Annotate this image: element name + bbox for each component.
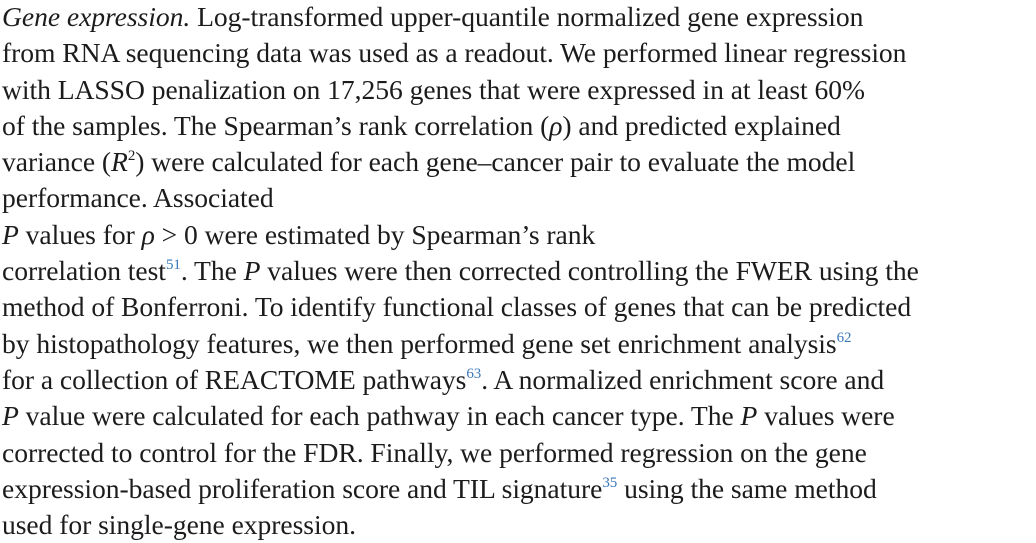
- reference-link-63[interactable]: 63: [466, 365, 482, 382]
- text-run: values were: [757, 400, 895, 432]
- reference-link-51[interactable]: 51: [165, 257, 181, 274]
- text-line: with LASSO penalization on 17,256 genes …: [2, 73, 865, 105]
- rho-symbol: ρ: [549, 109, 563, 141]
- text-line: correlation test51. The P values were th…: [2, 253, 1036, 289]
- text-run: using the same method: [617, 472, 877, 504]
- text-line: of the samples. The Spearman’s rank corr…: [2, 108, 1036, 144]
- p-symbol: P: [2, 218, 19, 250]
- text-line: P values for ρ > 0 were estimated by Spe…: [2, 217, 1036, 253]
- document-page: Gene expression. Log-transformed upper-q…: [2, 1, 919, 540]
- text-run: values were then corrected controlling t…: [260, 255, 919, 287]
- superscript-two: 2: [127, 148, 136, 165]
- text-line: expression-based proliferation score and…: [2, 471, 1036, 507]
- text-run: > 0 were estimated by Spearman’s rank: [154, 218, 596, 250]
- text-line: corrected to control for the FDR. Finall…: [2, 436, 867, 468]
- text-run: of the samples. The Spearman’s rank corr…: [2, 109, 550, 141]
- text-line: variance (R2) were calculated for each g…: [2, 144, 1036, 180]
- text-run: values for: [18, 218, 142, 250]
- text-line: performance. Associated: [2, 182, 274, 214]
- text-line: from RNA sequencing data was used as a r…: [2, 37, 907, 69]
- p-symbol: P: [2, 400, 19, 432]
- text-line: method of Bonferroni. To identify functi…: [2, 291, 912, 323]
- text-run: . A normalized enrichment score and: [481, 363, 885, 395]
- text-run: . The: [180, 255, 244, 287]
- reference-link-35[interactable]: 35: [602, 474, 618, 491]
- rho-symbol: ρ: [141, 218, 155, 250]
- text-run: variance (: [2, 146, 112, 178]
- p-symbol: P: [243, 255, 261, 287]
- section-run-in-heading: Gene expression.: [2, 1, 191, 32]
- reference-link-62[interactable]: 62: [836, 329, 852, 346]
- text-run: ) and predicted explained: [562, 109, 841, 141]
- text-run: by histopathology features, we then perf…: [2, 327, 837, 359]
- text-run: ) were calculated for each gene–cancer p…: [135, 146, 856, 178]
- r-symbol: R: [111, 146, 128, 178]
- text-line: P value were calculated for each pathway…: [2, 398, 1036, 434]
- text-run: for a collection of REACTOME pathways: [2, 363, 467, 395]
- text-run: expression-based proliferation score and…: [2, 472, 603, 504]
- text-line: for a collection of REACTOME pathways63.…: [2, 362, 1036, 398]
- text-run: Log-transformed upper-quantile normalize…: [190, 1, 864, 32]
- p-symbol: P: [740, 400, 758, 432]
- text-line: by histopathology features, we then perf…: [2, 326, 1036, 362]
- text-run: correlation test: [2, 255, 166, 287]
- text-line: used for single-gene expression.: [2, 509, 356, 541]
- text-run: value were calculated for each pathway i…: [18, 400, 741, 432]
- text-line: Gene expression. Log-transformed upper-q…: [2, 0, 1036, 35]
